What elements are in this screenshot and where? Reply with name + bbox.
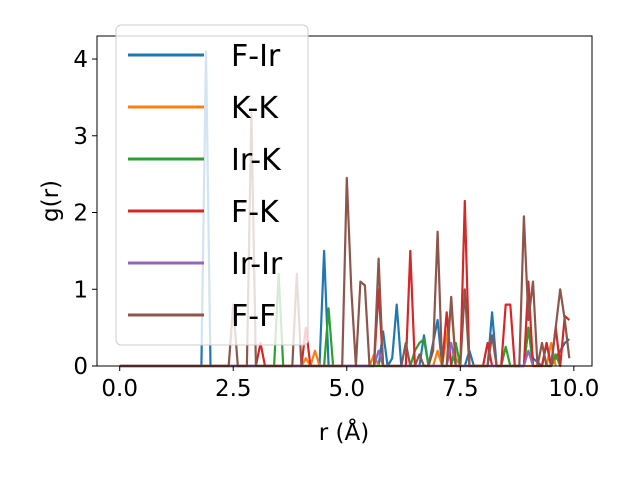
plot-frame bbox=[96, 35, 593, 367]
y-tick-label: 0 bbox=[73, 354, 88, 380]
x-axis-ticks: 0.0 2.5 5.0 7.5 10.0 bbox=[101, 366, 599, 402]
y-tick-label: 1 bbox=[73, 277, 88, 303]
x-tick-label: 0.0 bbox=[101, 376, 138, 402]
legend: F-Ir K-K Ir-K F-K Ir-Ir F-F bbox=[115, 24, 309, 346]
legend-label-f-f: F-F bbox=[231, 299, 276, 334]
y-tick-label: 4 bbox=[73, 47, 88, 73]
x-tick-label: 2.5 bbox=[215, 376, 252, 402]
x-tick-label: 10.0 bbox=[548, 376, 599, 402]
legend-label-ir-ir: Ir-Ir bbox=[231, 247, 283, 282]
legend-label-ir-k: Ir-K bbox=[231, 143, 282, 178]
legend-label-k-k: K-K bbox=[231, 91, 279, 126]
legend-items: F-Ir K-K Ir-K F-K Ir-Ir F-F bbox=[128, 39, 283, 334]
y-axis-ticks: 0 1 2 3 4 bbox=[73, 47, 97, 380]
series-line-f-k bbox=[119, 199, 571, 368]
x-axis-label: r (Å) bbox=[319, 418, 369, 446]
y-tick-label: 2 bbox=[73, 201, 88, 227]
series-line-ir-ir bbox=[119, 341, 535, 368]
y-tick-label: 3 bbox=[73, 124, 88, 150]
legend-box bbox=[115, 24, 309, 346]
x-tick-label: 7.5 bbox=[442, 376, 479, 402]
x-tick-label: 5.0 bbox=[328, 376, 365, 402]
legend-label-f-k: F-K bbox=[231, 195, 280, 230]
y-axis-label: g(r) bbox=[38, 180, 64, 222]
legend-label-f-ir: F-Ir bbox=[231, 39, 281, 74]
